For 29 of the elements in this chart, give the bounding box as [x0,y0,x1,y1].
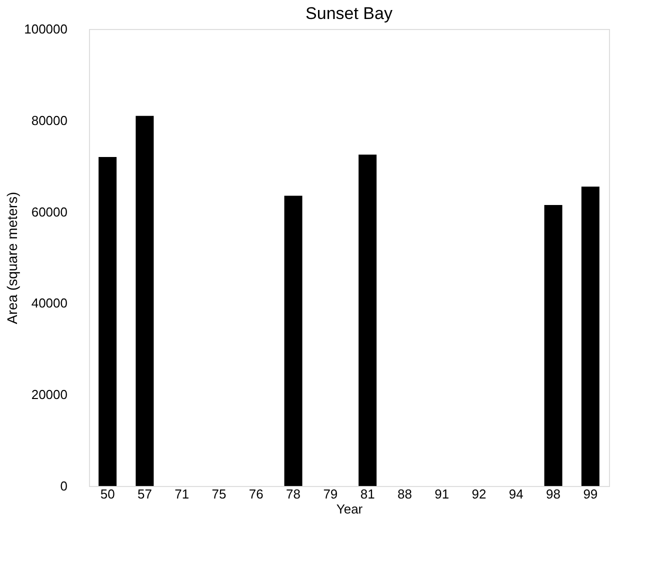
y-tick-label: 60000 [31,204,68,220]
bar [581,186,600,486]
bar [544,204,562,486]
x-tick-label: 92 [472,486,486,502]
x-tick-label: 76 [248,486,264,502]
x-tick-label: 71 [174,486,190,502]
bar [136,116,154,486]
bar [284,196,302,486]
x-tick-label: 57 [137,486,152,502]
x-tick-label: 78 [286,486,301,502]
x-tick-label: 94 [508,486,524,502]
x-tick-label: 99 [583,486,598,502]
chart-title: Sunset Bay [306,4,393,23]
x-tick-label: 50 [100,486,115,502]
y-tick-label: 20000 [31,387,68,402]
bar [98,156,117,486]
y-axis-title: Area (square meters) [4,192,20,324]
x-tick-label: 98 [546,486,561,502]
y-tick-label: 0 [60,478,68,494]
y-tick-label: 100000 [24,22,68,36]
y-tick-label: 80000 [31,112,68,128]
x-tick-label: 91 [434,486,450,502]
x-tick-label: 88 [397,486,412,502]
bar [358,154,377,486]
x-tick-label: 79 [323,486,338,502]
x-tick-label: 81 [360,486,375,502]
x-axis-title: Year [336,502,364,516]
y-tick-label: 40000 [31,296,68,311]
x-tick-label: 75 [212,486,226,502]
